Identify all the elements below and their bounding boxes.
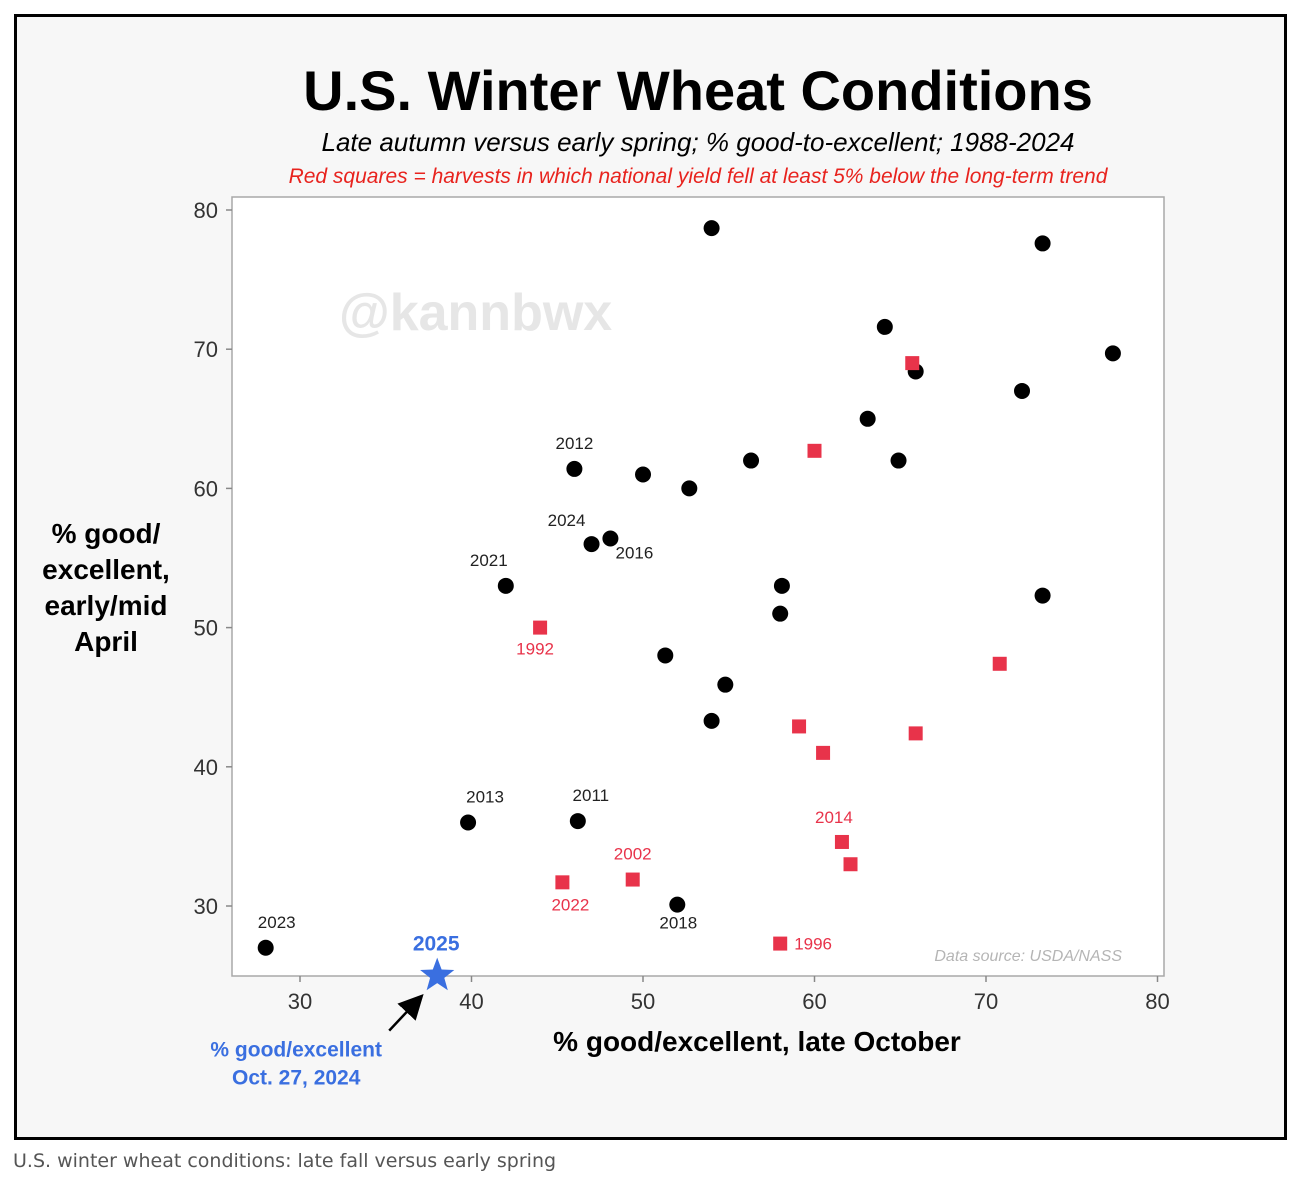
point-label: 2016 (616, 544, 654, 563)
point-label: 1996 (794, 935, 832, 954)
below-trend-point (834, 834, 849, 849)
year-point (657, 647, 674, 664)
chart-note: Red squares = harvests in which national… (289, 165, 1109, 188)
star-icon (420, 957, 455, 991)
point-label: 2021 (470, 551, 508, 570)
y-tick-label: 60 (194, 476, 218, 501)
y-axis-label: % good/excellent, early/mid April (42, 518, 170, 657)
image-caption: U.S. winter wheat conditions: late fall … (13, 1150, 557, 1172)
x-tick-label: 80 (1145, 989, 1169, 1014)
below-trend-point (905, 356, 920, 371)
below-trend-point (555, 875, 570, 890)
year-point (1014, 382, 1031, 399)
scatter-chart: U.S. Winter Wheat Conditions Late autumn… (42, 59, 1170, 1090)
year-point (257, 939, 274, 956)
year-point (1104, 345, 1121, 362)
below-trend-point (773, 936, 788, 951)
year-point (460, 814, 477, 831)
point-label: 2018 (659, 914, 697, 933)
point-label: 2023 (258, 913, 296, 932)
y-tick-label: 40 (194, 755, 218, 780)
below-trend-point (625, 872, 640, 887)
x-axis: 30 40 50 60 70 80 (288, 976, 1170, 1014)
y-axis-label-line: excellent, (42, 554, 170, 585)
x-tick-label: 40 (459, 989, 483, 1014)
source-note: Data source: USDA/NASS (934, 948, 1122, 965)
y-tick-label: 30 (194, 894, 218, 919)
year-point (772, 605, 789, 622)
chart-subtitle: Late autumn versus early spring; % good-… (322, 127, 1075, 157)
year-point (635, 466, 651, 483)
point-label: 2024 (548, 511, 586, 530)
year-point (876, 318, 893, 335)
below-trend-point (816, 745, 831, 760)
arrow-icon (388, 993, 424, 1032)
year-point (569, 813, 586, 830)
year-point (717, 676, 734, 693)
year-point (859, 410, 876, 427)
y-axis: 30 40 50 60 70 80 (194, 198, 232, 919)
point-label: 1992 (516, 640, 554, 659)
year-point (669, 896, 686, 913)
highlight-label: 2025 (413, 933, 460, 956)
below-trend-point (807, 443, 822, 458)
x-tick-label: 50 (631, 989, 655, 1014)
below-trend-point (843, 857, 858, 872)
y-axis-label-line: April (74, 626, 138, 657)
below-trend-point (908, 726, 923, 741)
year-point (1034, 587, 1051, 604)
x-tick-label: 60 (802, 989, 826, 1014)
y-axis-label-line: early/mid (45, 590, 168, 621)
x-tick-label: 70 (974, 989, 998, 1014)
chart-title: U.S. Winter Wheat Conditions (303, 59, 1093, 122)
point-label: 2002 (614, 845, 652, 864)
x-tick-label: 30 (288, 989, 312, 1014)
point-label: 2012 (555, 434, 593, 453)
year-point (497, 577, 514, 594)
x-axis-label: % good/excellent, late October (553, 1026, 961, 1057)
below-trend-point (533, 620, 548, 635)
highlight-annotation: Oct. 27, 2024 (232, 1067, 361, 1090)
year-point (583, 536, 600, 553)
year-point (743, 452, 760, 469)
y-axis-label-line: % good/ (52, 518, 161, 549)
watermark: @kannbwx (339, 284, 612, 342)
year-point (566, 460, 583, 477)
point-label: 2022 (551, 895, 589, 914)
year-point (703, 712, 720, 729)
plot-area (231, 196, 1165, 977)
y-tick-label: 50 (194, 616, 218, 641)
highlight-annotation: % good/excellent (210, 1039, 382, 1062)
y-tick-label: 70 (194, 337, 218, 362)
year-point (681, 480, 698, 497)
year-point (773, 577, 790, 594)
point-label: 2013 (466, 787, 504, 806)
y-tick-label: 80 (194, 198, 218, 223)
below-trend-point (792, 719, 807, 734)
year-point (1034, 235, 1051, 252)
year-point (703, 220, 720, 237)
point-label: 2014 (815, 808, 853, 827)
highlight-2025: 2025 % good/excellent Oct. 27, 2024 (210, 933, 459, 1090)
year-point (890, 452, 907, 469)
year-point (602, 530, 619, 547)
below-trend-point (992, 656, 1007, 671)
point-label: 2011 (573, 786, 610, 805)
chart-frame: U.S. Winter Wheat Conditions Late autumn… (14, 14, 1287, 1140)
data-points: 2012 2024 2016 2021 2013 2011 2018 2023 1992 2014… (257, 220, 1121, 956)
